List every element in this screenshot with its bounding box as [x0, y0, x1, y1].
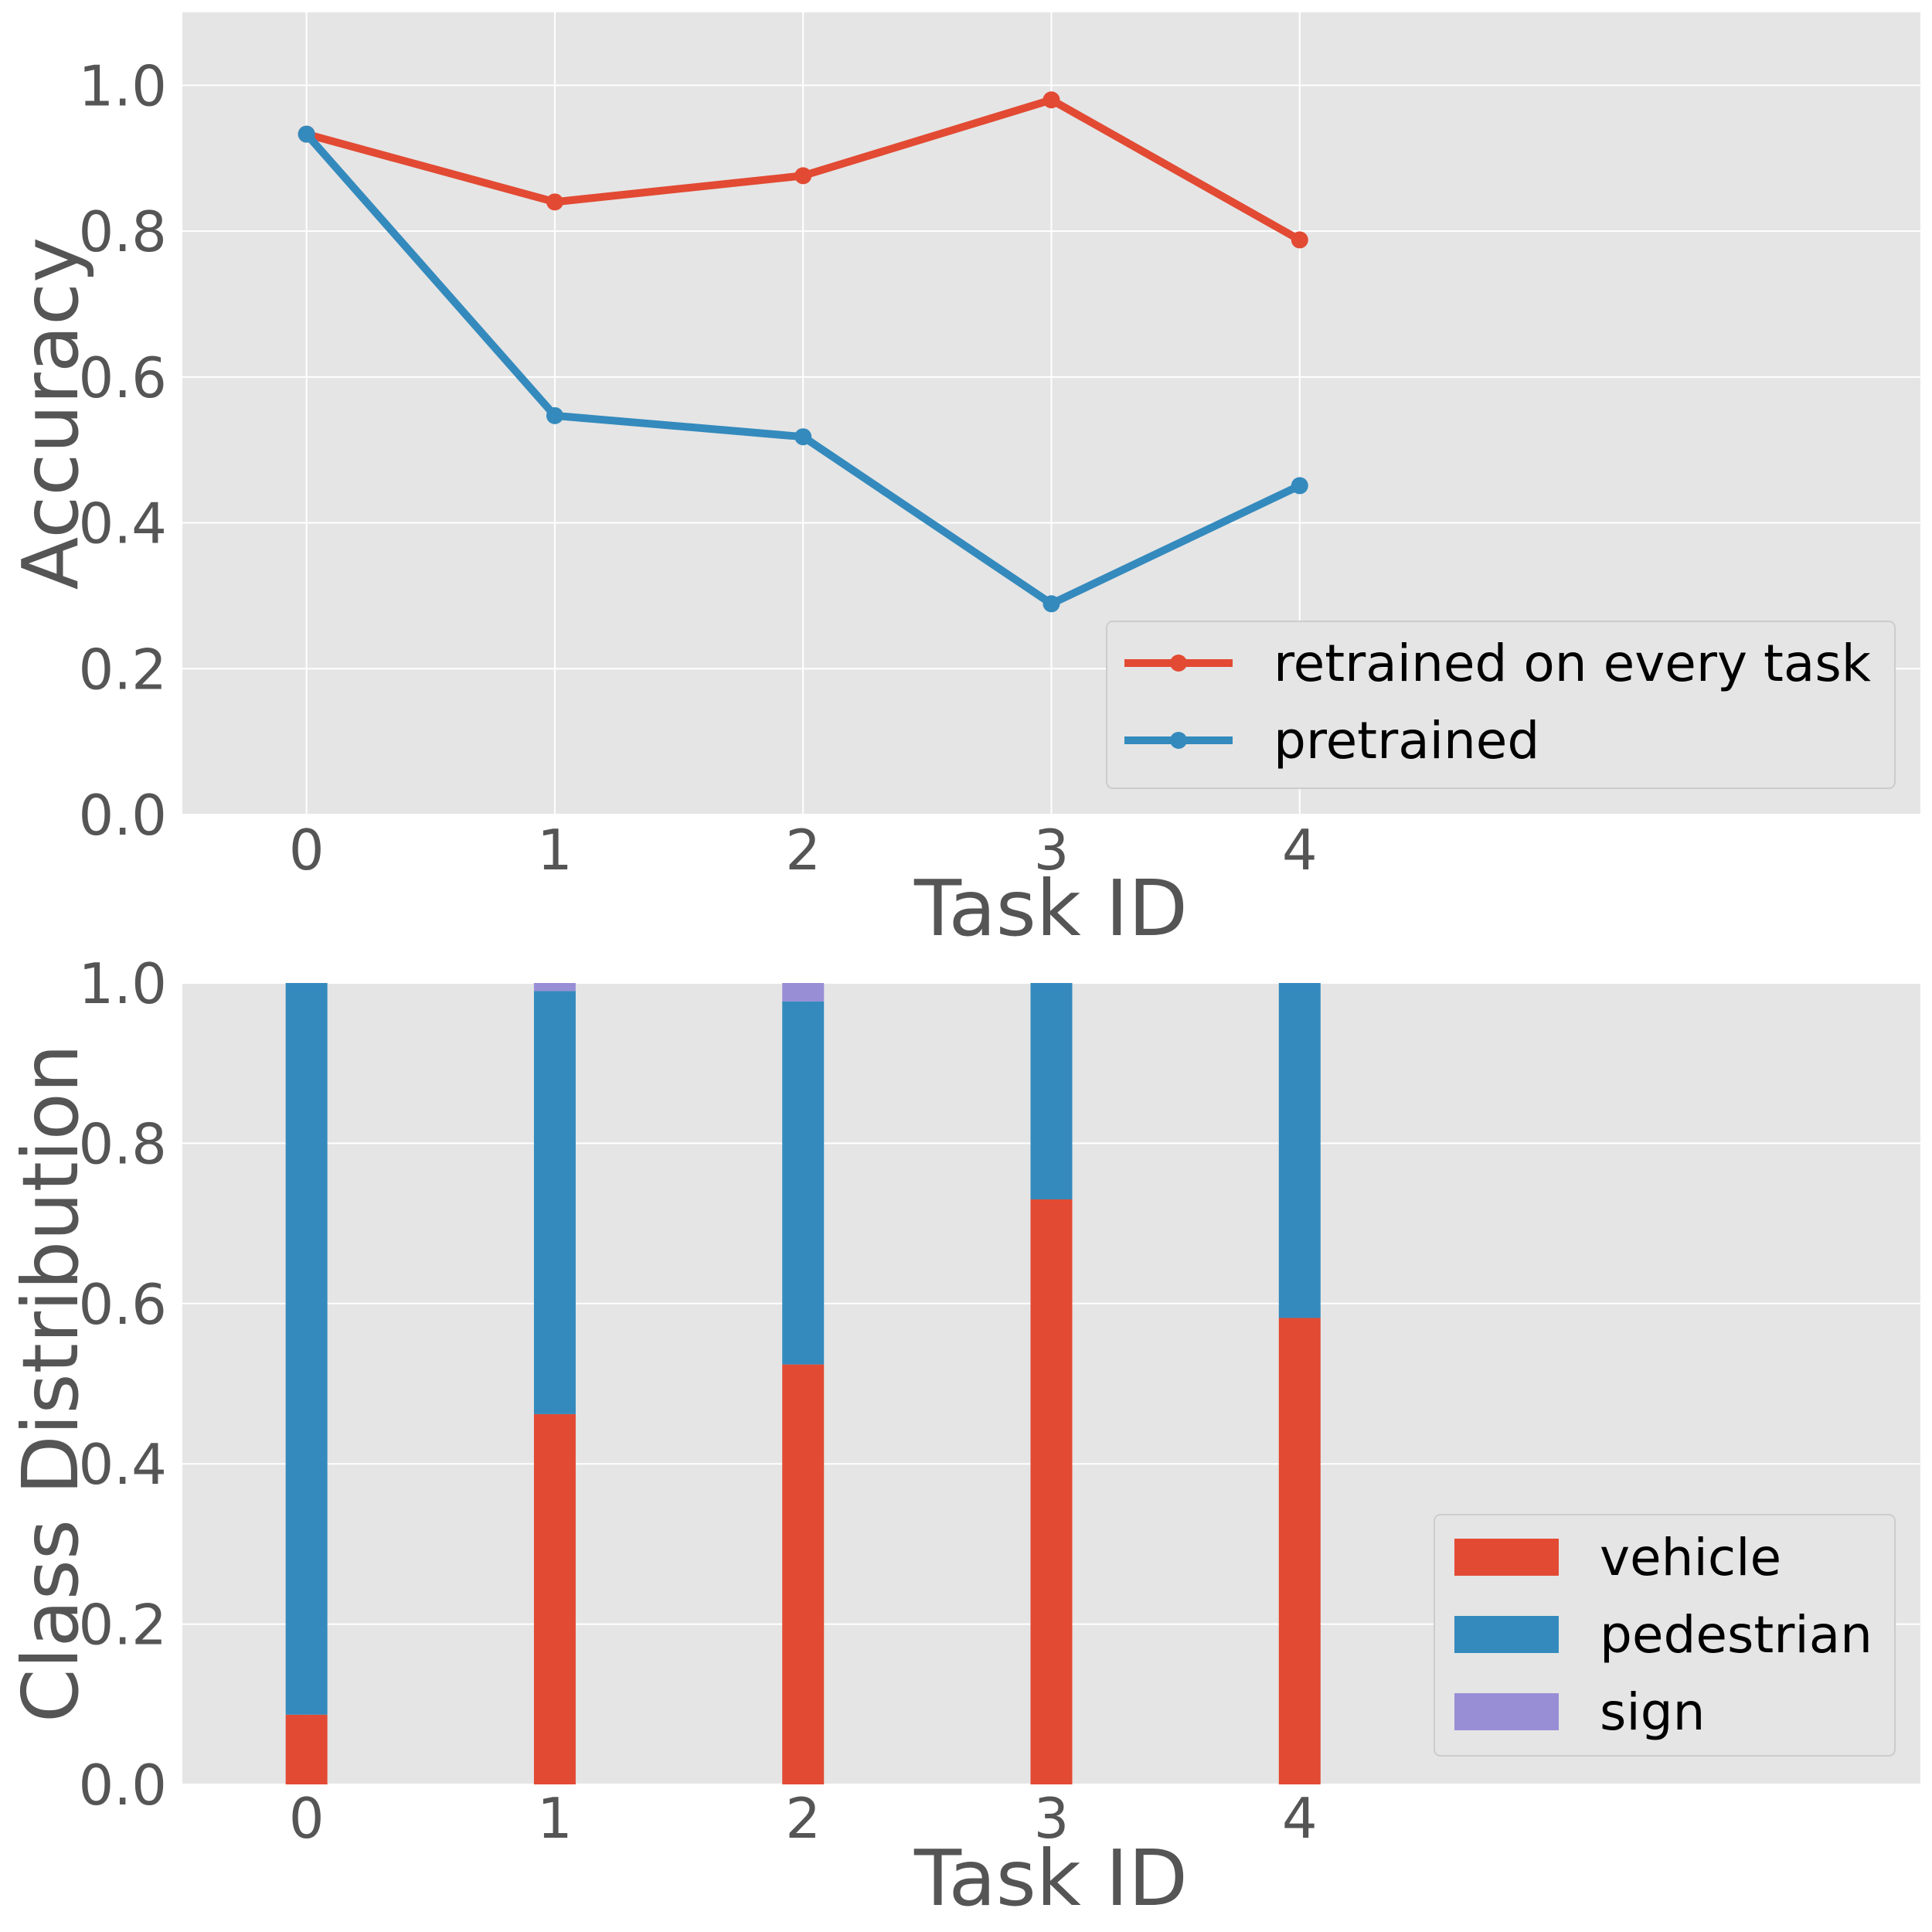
x-tick-label: 4	[1282, 818, 1318, 883]
data-point	[298, 125, 315, 143]
accuracy-chart: 0.0 0.2 0.4 0.6 0.8 1.0 0 1 2 3 4 Task ID Accurac…	[5, 12, 1920, 954]
x-tick-label: 0	[289, 1786, 325, 1851]
bar-pedestrian-1	[533, 991, 576, 1414]
bar-vehicle-0	[285, 1714, 328, 1784]
y-tick-label: 0.8	[78, 199, 167, 264]
data-point	[794, 428, 812, 446]
legend-swatch	[1454, 1693, 1559, 1730]
y-tick-label: 1.0	[78, 53, 167, 118]
x-tick-label: 1	[537, 1786, 573, 1851]
legend-label: sign	[1600, 1682, 1705, 1742]
bar-vehicle-1	[533, 1413, 576, 1784]
data-point	[546, 193, 563, 211]
legend-label: vehicle	[1600, 1528, 1781, 1587]
bar-sign-2	[782, 983, 825, 1002]
x-tick-label: 0	[289, 818, 325, 883]
data-point	[794, 167, 812, 185]
class-distribution-x-axis-title: Task ID	[913, 1833, 1188, 1923]
accuracy-y-ticks: 0.0 0.2 0.4 0.6 0.8 1.0	[78, 53, 167, 848]
y-tick-label: 0.2	[78, 637, 167, 702]
data-point	[1043, 91, 1060, 109]
y-tick-label: 0.8	[78, 1111, 167, 1176]
legend-label: pedestrian	[1600, 1605, 1872, 1665]
y-tick-label: 0.0	[78, 1753, 167, 1818]
legend-label: retrained on every task	[1274, 634, 1872, 693]
data-point	[1043, 595, 1060, 613]
bar-pedestrian-4	[1278, 983, 1321, 1318]
legend-swatch	[1454, 1616, 1559, 1653]
data-point	[546, 406, 563, 424]
x-tick-label: 4	[1282, 1786, 1318, 1851]
legend-marker	[1170, 732, 1187, 749]
data-point	[1291, 477, 1308, 495]
y-tick-label: 1.0	[78, 951, 167, 1016]
x-tick-label: 3	[1034, 1786, 1070, 1851]
accuracy-x-axis-title: Task ID	[913, 863, 1188, 954]
series-pretrained	[298, 125, 1308, 613]
bar-pedestrian-0	[285, 983, 328, 1715]
data-point	[1291, 231, 1308, 249]
accuracy-series	[298, 91, 1308, 613]
accuracy-legend: retrained on every task pretrained	[1106, 621, 1896, 789]
x-tick-label: 1	[537, 818, 573, 883]
bar-sign-1	[533, 983, 576, 992]
accuracy-legend-box	[1106, 621, 1896, 789]
accuracy-y-axis-title: Accuracy	[5, 237, 96, 590]
x-tick-label: 2	[785, 1786, 821, 1851]
bar-vehicle-4	[1278, 1318, 1321, 1784]
class-distribution-y-ticks: 0.0 0.2 0.4 0.6 0.8 1.0	[78, 951, 167, 1818]
accuracy-legend-items: retrained on every task pretrained	[1124, 634, 1872, 770]
bar-vehicle-3	[1030, 1199, 1073, 1784]
class-distribution-y-axis-title: Class Distribution	[5, 1044, 96, 1723]
y-tick-label: 0.2	[78, 1593, 167, 1658]
class-distribution-legend-items: vehicle pedestrian sign	[1454, 1528, 1872, 1742]
legend-label: pretrained	[1274, 711, 1539, 770]
y-tick-label: 0.6	[78, 345, 167, 410]
class-distribution-legend: vehicle pedestrian sign	[1434, 1514, 1896, 1757]
y-tick-label: 0.4	[78, 1432, 167, 1497]
y-tick-label: 0.0	[78, 783, 167, 848]
class-distribution-chart: 0.0 0.2 0.4 0.6 0.8 1.0 0 1 2 3 4 Task ID Class D…	[5, 951, 1920, 1923]
y-tick-label: 0.6	[78, 1272, 167, 1337]
accuracy-x-ticks: 0 1 2 3 4	[289, 818, 1318, 883]
class-distribution-bars	[285, 983, 1321, 1784]
legend-swatch	[1454, 1539, 1559, 1576]
bar-vehicle-2	[782, 1364, 825, 1784]
x-tick-label: 2	[785, 818, 821, 883]
legend-marker	[1170, 655, 1187, 672]
y-tick-label: 0.4	[78, 492, 167, 556]
bar-pedestrian-2	[782, 1001, 825, 1365]
bar-pedestrian-3	[1030, 983, 1073, 1199]
x-tick-label: 3	[1034, 818, 1070, 883]
class-distribution-x-ticks: 0 1 2 3 4	[289, 1786, 1318, 1851]
